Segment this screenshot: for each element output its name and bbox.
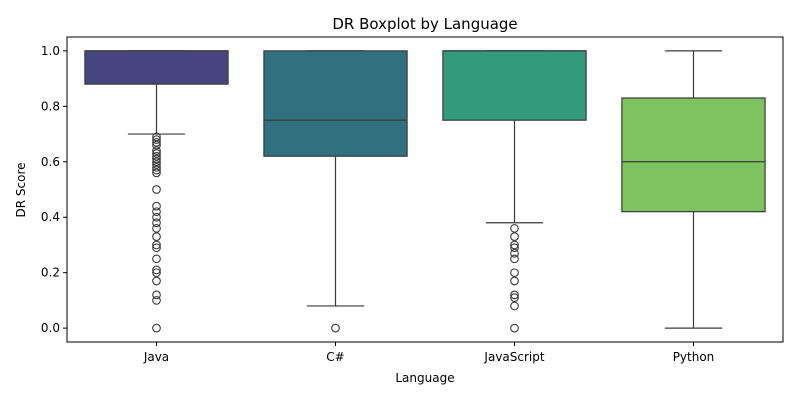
outlier-point [510,223,519,233]
outlier-point [331,323,340,333]
box-group-java [84,50,229,333]
box-iqr [621,97,766,213]
outlier-point [152,323,161,333]
outlier-point [152,146,161,156]
box-group-javascript [442,50,587,333]
outlier-point [152,162,161,172]
box-group-c [263,50,408,333]
outlier-point [152,154,161,164]
outlier-point [510,232,519,241]
outlier-point [152,243,161,253]
outlier-point [152,240,161,250]
outlier-point [152,232,161,241]
box-group-python [621,50,766,329]
outlier-point [152,140,161,150]
outlier-point [152,132,161,142]
box-iqr [263,50,408,157]
x-tick-label: Java [143,350,169,364]
outlier-point [152,138,161,147]
outlier-point [152,157,161,167]
x-axis-label: Language [395,371,454,385]
outlier-point [152,135,161,144]
axis-layer: 0.0 0.2 0.4 0.6 0.8 1.0 Java C# JavaScript Python [41,36,784,364]
y-tick-label: 0.2 [41,266,60,280]
outlier-point [510,240,519,250]
outlier-point [152,151,161,161]
box-iqr [442,50,587,121]
outlier-point [510,276,519,286]
outlier-point [152,290,161,300]
outlier-point [510,248,519,258]
y-tick-label: 0.8 [41,99,60,113]
outlier-point [152,254,161,264]
outlier-point [510,268,519,278]
outlier-point [152,223,161,233]
outlier-point [510,243,519,253]
y-tick-label: 0.6 [41,155,60,169]
outlier-point [152,268,161,278]
outlier-point [152,168,161,178]
outlier-point [510,301,519,311]
y-tick-label: 0.4 [41,210,60,224]
outlier-point [510,254,519,264]
outlier-point [152,276,161,286]
y-tick-label: 0.0 [41,321,60,335]
outlier-point [152,201,161,211]
outlier-point [152,265,161,275]
chart-title: DR Boxplot by Language [332,15,517,33]
outlier-point [152,218,161,228]
plot-frame [66,36,784,343]
outlier-point [152,212,161,222]
plot-layer [84,50,766,333]
outlier-point [152,149,161,158]
outlier-point [152,160,161,169]
outlier-point [152,207,161,217]
x-tick-label: C# [326,350,344,364]
outlier-point [152,296,161,305]
outlier-point [152,165,161,175]
x-tick-label: Python [673,350,715,364]
y-axis-label: DR Score [14,162,28,217]
x-tick-label: JavaScript [483,350,544,364]
y-tick-label: 1.0 [41,44,60,58]
box-iqr [84,50,229,85]
outlier-point [510,290,519,300]
outlier-point [510,293,519,302]
outlier-point [510,323,519,333]
outlier-point [152,185,161,194]
